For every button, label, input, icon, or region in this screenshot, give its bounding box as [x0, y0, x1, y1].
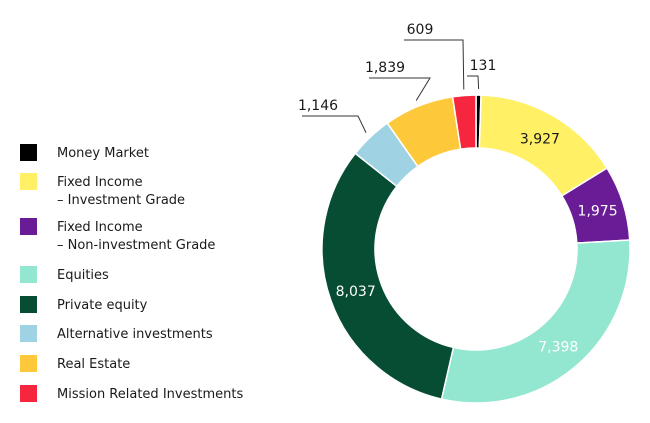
value-label: 1,839 [365, 60, 405, 76]
leader-line [404, 39, 465, 90]
legend-swatch [20, 355, 37, 372]
legend: Money Market Fixed Income – Investment Gra… [20, 144, 243, 402]
legend-label: Real Estate [57, 357, 130, 372]
legend-swatch [20, 173, 37, 190]
value-label: 3,927 [520, 132, 560, 148]
donut-slice [321, 152, 455, 400]
legend-swatch [20, 266, 37, 283]
leader-line [369, 77, 431, 101]
legend-label: Fixed Income – Non-investment Grade [57, 220, 215, 253]
value-label: 1,146 [298, 98, 338, 114]
legend-swatch [20, 325, 37, 342]
donut-slice [440, 239, 631, 404]
leader-line [467, 75, 480, 90]
value-label: 1,975 [578, 204, 618, 220]
value-label: 131 [470, 58, 497, 74]
value-label: 609 [407, 22, 434, 38]
legend-swatch [20, 385, 37, 402]
value-label: 7,398 [538, 339, 578, 355]
legend-label: Private equity [57, 298, 148, 313]
legend-label: Money Market [57, 146, 149, 161]
legend-swatch [20, 296, 37, 313]
value-label: 8,037 [336, 284, 376, 300]
donut-slice [451, 94, 477, 151]
legend-swatch [20, 144, 37, 161]
legend-label: Fixed Income – Investment Grade [57, 175, 185, 208]
legend-swatch [20, 218, 37, 235]
legend-label: Equities [57, 268, 109, 283]
legend-label: Mission Related Investments [57, 387, 243, 402]
legend-label: Alternative investments [57, 327, 213, 342]
leader-line [302, 115, 367, 133]
